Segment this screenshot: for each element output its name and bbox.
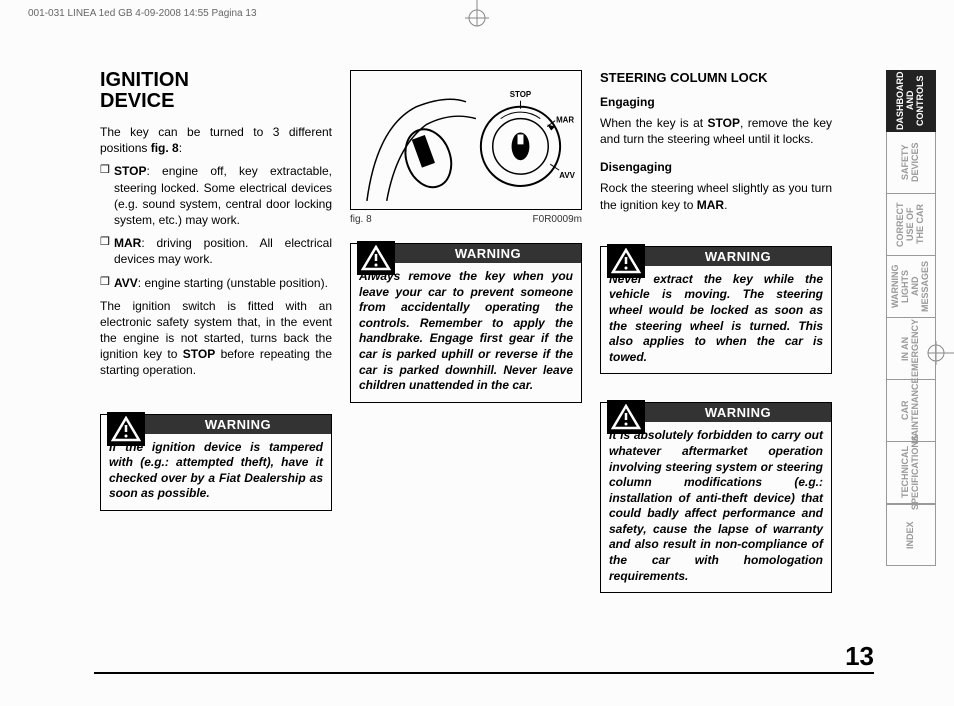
- content-area: IGNITIONDEVICE The key can be turned to …: [100, 70, 860, 660]
- warning-header: WARNING: [145, 415, 331, 434]
- side-tab[interactable]: SAFETY DEVICES: [886, 132, 936, 194]
- warning-triangle-icon: [357, 241, 395, 275]
- warning-header: WARNING: [395, 244, 581, 263]
- svg-text:AVV: AVV: [559, 171, 575, 180]
- side-tab[interactable]: TECHNICAL SPECIFICATIONS: [886, 442, 936, 504]
- warning-box-4: WARNING It is absolutely forbidden to ca…: [600, 402, 832, 593]
- warning-header: WARNING: [645, 247, 831, 266]
- warning-header: WARNING: [645, 403, 831, 422]
- intro-paragraph: The key can be turned to 3 different pos…: [100, 124, 332, 156]
- side-tab[interactable]: DASHBOARD AND CONTROLS: [886, 70, 936, 132]
- page-number: 13: [845, 641, 874, 672]
- warning-box-1: WARNING If the ignition device is tamper…: [100, 414, 332, 511]
- page-rule: [94, 672, 874, 674]
- engaging-heading: Engaging: [600, 95, 832, 109]
- figure-8: STOP MAR AVV: [350, 70, 582, 210]
- section-title: IGNITIONDEVICE: [100, 70, 332, 112]
- warning-box-3: WARNING Never extract the key while the …: [600, 246, 832, 375]
- column-3: STEERING COLUMN LOCK Engaging When the k…: [600, 70, 832, 660]
- side-tab[interactable]: IN AN EMERGENCY: [886, 318, 936, 380]
- warning-2-text: Always remove the key when you leave you…: [359, 269, 573, 392]
- file-info-header: 001-031 LINEA 1ed GB 4-09-2008 14:55 Pag…: [28, 8, 257, 19]
- svg-text:STOP: STOP: [510, 90, 531, 99]
- bullet-mar: ❒ MAR: driving position. All electrical …: [100, 235, 332, 267]
- warning-1-text: If the ignition device is tampered with …: [109, 440, 323, 501]
- warning-3-text: Never extract the key while the vehicle …: [609, 272, 823, 364]
- warning-triangle-icon: [607, 244, 645, 278]
- column-2: STOP MAR AVV fig. 8F0R0009m WARNING Alwa…: [350, 70, 582, 660]
- disengaging-text: Rock the steering wheel slightly as you …: [600, 180, 832, 212]
- steering-lock-heading: STEERING COLUMN LOCK: [600, 70, 832, 85]
- side-tab[interactable]: CAR MAINTENANCE: [886, 380, 936, 442]
- side-tabs: DASHBOARD AND CONTROLSSAFETY DEVICESCORR…: [886, 70, 936, 566]
- bullet-stop: ❒ STOP: engine off, key extractable, ste…: [100, 163, 332, 228]
- disengaging-heading: Disengaging: [600, 160, 832, 174]
- figure-caption: fig. 8F0R0009m: [350, 214, 582, 225]
- warning-4-text: It is absolutely forbidden to carry out …: [609, 428, 823, 582]
- side-tab[interactable]: CORRECT USE OF THE CAR: [886, 194, 936, 256]
- side-tab[interactable]: INDEX: [886, 504, 936, 566]
- engaging-text: When the key is at STOP, remove the key …: [600, 115, 832, 147]
- svg-text:MAR: MAR: [556, 116, 574, 125]
- warning-triangle-icon: [607, 400, 645, 434]
- bullet-avv: ❒ AVV: engine starting (unstable positio…: [100, 275, 332, 291]
- page: 001-031 LINEA 1ed GB 4-09-2008 14:55 Pag…: [0, 0, 954, 706]
- warning-box-2: WARNING Always remove the key when you l…: [350, 243, 582, 403]
- column-1: IGNITIONDEVICE The key can be turned to …: [100, 70, 332, 660]
- side-tab[interactable]: WARNING LIGHTS AND MESSAGES: [886, 256, 936, 318]
- warning-triangle-icon: [107, 412, 145, 446]
- crop-mark-top: [457, 0, 497, 28]
- safety-paragraph: The ignition switch is fitted with an el…: [100, 298, 332, 379]
